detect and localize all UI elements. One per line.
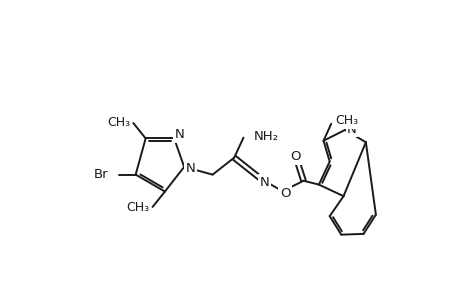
Text: CH₃: CH₃ (126, 201, 149, 214)
Text: O: O (279, 187, 290, 200)
Text: Br: Br (93, 168, 108, 181)
Text: N: N (347, 123, 356, 136)
Text: N: N (185, 162, 195, 175)
Text: CH₃: CH₃ (334, 114, 358, 127)
Text: NH₂: NH₂ (254, 130, 279, 143)
Text: O: O (290, 150, 300, 164)
Text: CH₃: CH₃ (107, 116, 130, 129)
Text: N: N (259, 176, 269, 189)
Text: N: N (174, 128, 184, 141)
